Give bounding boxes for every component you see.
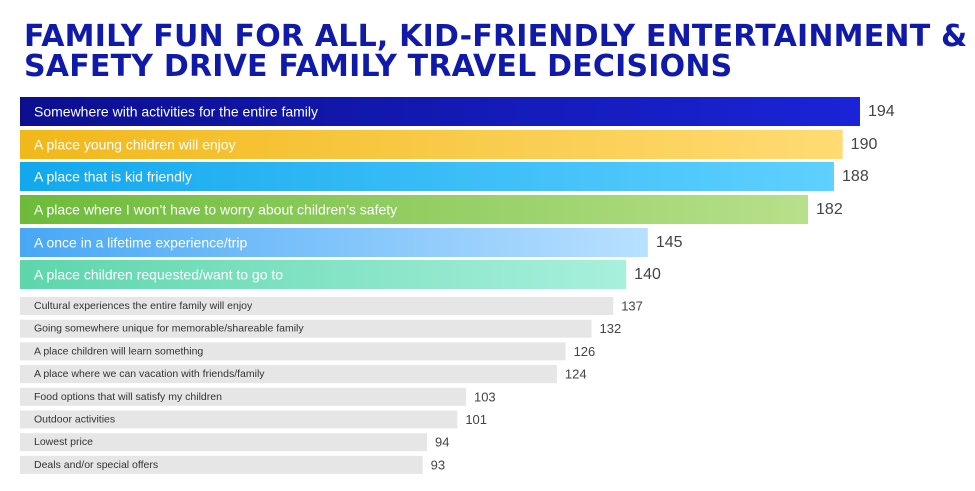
- bar-value-6: 140: [634, 266, 661, 283]
- bar-value-10: 124: [565, 367, 587, 382]
- bars-group: Somewhere with activities for the entire…: [20, 97, 895, 474]
- bar-8: [20, 319, 592, 338]
- bar-label-13: Lowest price: [34, 436, 93, 448]
- bar-7: [20, 297, 614, 315]
- bar-10: [20, 365, 557, 384]
- bar-value-14: 93: [431, 457, 445, 472]
- bar-5: [20, 228, 648, 257]
- bar-6: [20, 260, 627, 289]
- bar-1: [20, 97, 860, 126]
- bar-value-1: 194: [868, 103, 895, 120]
- bar-value-2: 190: [851, 136, 878, 153]
- bar-label-5: A once in a lifetime experience/trip: [34, 235, 247, 251]
- bar-value-13: 94: [435, 435, 449, 450]
- bar-2: [20, 130, 843, 159]
- bar-label-10: A place where we can vacation with frien…: [34, 368, 265, 380]
- bar-label-8: Going somewhere unique for memorable/sha…: [34, 323, 304, 335]
- bar-value-11: 103: [474, 389, 496, 404]
- bar-3: [20, 162, 835, 191]
- bar-value-5: 145: [656, 234, 683, 251]
- bar-label-4: A place where I won’t have to worry abou…: [34, 202, 397, 218]
- bar-value-3: 188: [842, 168, 869, 185]
- chart-title-line-1: FAMILY FUN FOR ALL, KID-FRIENDLY ENTERTA…: [24, 19, 968, 54]
- bar-4: [20, 195, 809, 224]
- chart-title: FAMILY FUN FOR ALL, KID-FRIENDLY ENTERTA…: [24, 19, 968, 84]
- bar-value-8: 132: [600, 321, 622, 336]
- bar-label-2: A place young children will enjoy: [34, 137, 236, 153]
- bar-12: [20, 410, 458, 429]
- bar-label-6: A place children requested/want to go to: [34, 267, 283, 283]
- bar-11: [20, 387, 466, 406]
- bar-13: [20, 433, 428, 452]
- bar-14: [20, 455, 423, 474]
- bar-value-12: 101: [465, 412, 487, 427]
- bar-label-11: Food options that will satisfy my childr…: [34, 391, 222, 403]
- bar-label-1: Somewhere with activities for the entire…: [34, 104, 318, 120]
- bar-value-4: 182: [816, 201, 843, 218]
- bar-label-9: A place children will learn something: [34, 345, 203, 357]
- bar-label-12: Outdoor activities: [34, 414, 115, 426]
- bar-label-7: Cultural experiences the entire family w…: [34, 300, 253, 312]
- bar-value-7: 137: [621, 299, 643, 314]
- bar-label-3: A place that is kid friendly: [34, 169, 192, 185]
- chart-title-line-2: SAFETY DRIVE FAMILY TRAVEL DECISIONS: [24, 49, 733, 84]
- bar-label-14: Deals and/or special offers: [34, 459, 158, 471]
- bar-value-9: 126: [574, 344, 596, 359]
- bar-9: [20, 342, 566, 361]
